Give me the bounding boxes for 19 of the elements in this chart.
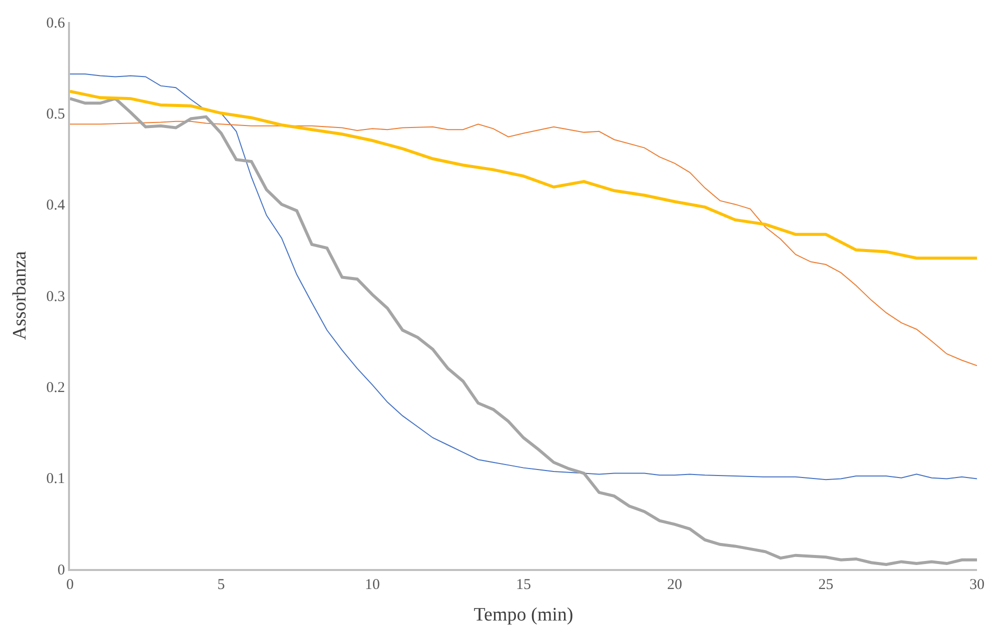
x-tick-label: 10 <box>364 577 380 593</box>
y-tick-label: 0 <box>58 562 65 578</box>
x-tick-label: 25 <box>818 577 834 593</box>
x-tick-label: 20 <box>667 577 682 593</box>
y-tick-label: 0.4 <box>46 198 66 214</box>
y-axis-title: Assorbanza <box>10 250 31 340</box>
y-tick-label: 0.2 <box>46 380 65 396</box>
x-tick-label: 5 <box>217 577 225 593</box>
y-tick-label: 0.6 <box>46 15 66 32</box>
y-tick-label: 0.3 <box>46 288 65 305</box>
x-axis-title: Tempo (min) <box>474 604 574 626</box>
y-tick-label: 0.1 <box>46 471 65 488</box>
x-tick-label: 15 <box>516 577 531 593</box>
line-series <box>70 97 977 566</box>
line-series <box>70 73 977 480</box>
line-series <box>70 90 977 260</box>
x-tick-label: 30 <box>970 577 984 593</box>
y-tick-label: 0.5 <box>46 106 65 122</box>
line-series <box>70 120 977 366</box>
